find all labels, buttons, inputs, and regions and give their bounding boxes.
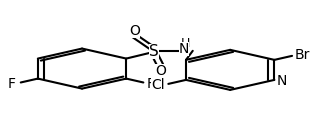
Text: S: S: [149, 44, 159, 59]
Text: O: O: [155, 64, 166, 78]
Text: F: F: [147, 77, 155, 91]
Text: F: F: [8, 77, 16, 91]
Text: Cl: Cl: [151, 78, 165, 92]
Text: H: H: [181, 37, 190, 50]
Text: Br: Br: [294, 48, 310, 62]
Text: N: N: [179, 42, 189, 56]
Text: N: N: [277, 74, 287, 88]
Text: O: O: [129, 24, 140, 38]
